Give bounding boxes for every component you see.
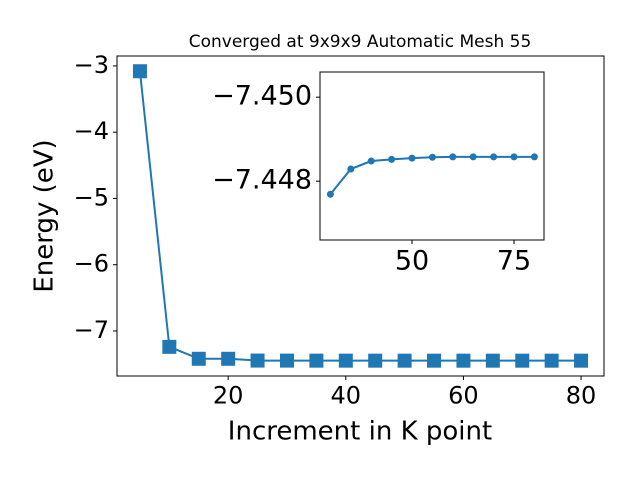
data-point — [250, 353, 265, 368]
data-point — [326, 190, 334, 198]
y-tick-label: −4 — [74, 117, 109, 145]
chart-title: Converged at 9x9x9 Automatic Mesh 55 — [189, 32, 532, 52]
data-point — [221, 351, 236, 366]
x-tick-label: 60 — [448, 381, 479, 409]
data-point — [397, 353, 412, 368]
y-tick-label: −7.448 — [212, 165, 312, 196]
data-point — [347, 165, 355, 173]
data-point — [427, 353, 442, 368]
data-point — [490, 153, 498, 161]
data-point — [449, 153, 457, 161]
data-point — [515, 353, 530, 368]
data-point — [510, 153, 518, 161]
data-point — [309, 353, 324, 368]
y-tick-label: −3 — [74, 51, 109, 79]
data-point — [367, 157, 375, 165]
data-point — [338, 353, 353, 368]
data-point — [279, 353, 294, 368]
y-tick-label: −7.450 — [212, 81, 312, 112]
data-point — [469, 153, 477, 161]
data-point — [530, 153, 538, 161]
data-point — [456, 353, 471, 368]
data-line — [138, 71, 582, 362]
data-point — [485, 353, 500, 368]
data-point — [574, 353, 589, 368]
data-point — [162, 339, 177, 354]
data-point — [428, 153, 436, 161]
y-tick-label: −6 — [74, 250, 109, 278]
y-axis-label: Energy (eV) — [30, 139, 60, 292]
x-axis-label: Increment in K point — [228, 417, 492, 447]
data-point — [368, 353, 383, 368]
x-tick-label: 20 — [213, 381, 244, 409]
x-tick-label: 80 — [566, 381, 597, 409]
data-point — [408, 154, 416, 162]
y-tick-label: −7 — [74, 316, 109, 344]
data-point — [544, 353, 559, 368]
x-tick-label: 40 — [331, 381, 362, 409]
axes-frame — [319, 71, 545, 241]
data-point — [191, 351, 206, 366]
data-point — [132, 64, 147, 79]
x-tick-label: 50 — [395, 246, 429, 277]
axes-frame — [116, 55, 605, 377]
x-tick-label: 75 — [497, 246, 531, 277]
y-tick-label: −5 — [74, 183, 109, 211]
data-point — [388, 155, 396, 163]
